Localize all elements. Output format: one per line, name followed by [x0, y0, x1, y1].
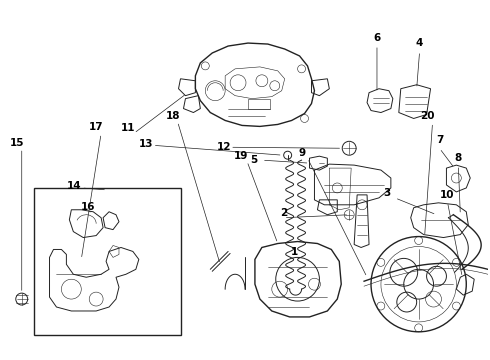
Text: 17: 17: [89, 122, 103, 132]
Text: 13: 13: [139, 139, 153, 149]
Text: 6: 6: [373, 33, 381, 43]
Text: 14: 14: [67, 181, 82, 191]
Text: 11: 11: [121, 123, 135, 134]
Text: 9: 9: [299, 148, 306, 158]
Text: 18: 18: [165, 112, 180, 121]
Text: 19: 19: [234, 151, 248, 161]
Text: 15: 15: [9, 138, 24, 148]
Text: 10: 10: [440, 190, 455, 200]
Text: 16: 16: [81, 202, 96, 212]
Text: 1: 1: [291, 247, 298, 257]
Text: 7: 7: [436, 135, 443, 145]
Text: 8: 8: [455, 153, 462, 163]
Text: 2: 2: [280, 208, 287, 218]
Text: 4: 4: [416, 38, 423, 48]
Text: 20: 20: [420, 112, 435, 121]
Text: 5: 5: [250, 155, 258, 165]
Text: 3: 3: [383, 188, 391, 198]
Text: 12: 12: [217, 142, 231, 152]
Bar: [34, 188, 180, 335]
